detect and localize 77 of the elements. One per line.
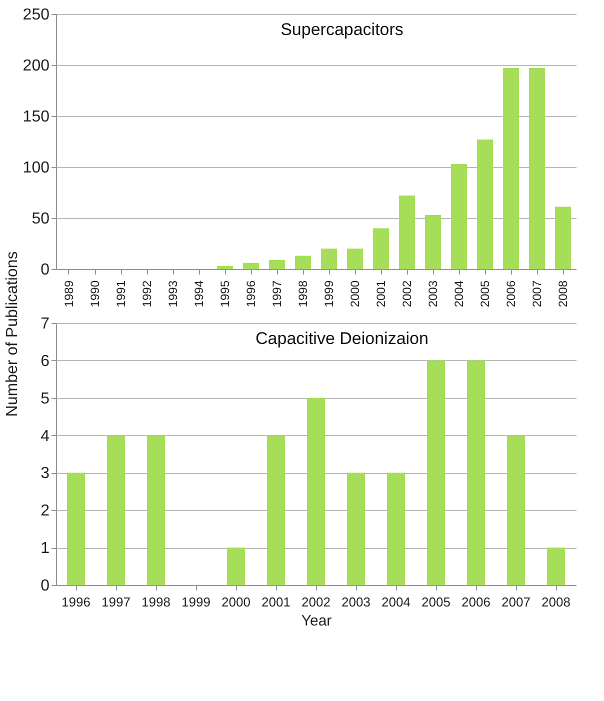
x-tick-label: 1993 (166, 280, 180, 308)
y-tick-label: 150 (22, 108, 50, 126)
bar (554, 206, 572, 269)
bar (502, 68, 520, 269)
y-tick-label: 3 (40, 465, 50, 482)
chart-title: Capacitive Deionizaion (256, 329, 428, 348)
y-tick-label: 200 (22, 58, 50, 74)
x-tick-label: 2008 (556, 280, 570, 308)
x-tick-label: 2004 (452, 280, 466, 308)
x-tick-label: 2002 (302, 594, 330, 610)
bar (227, 548, 245, 585)
x-tick-label: 2003 (342, 594, 370, 610)
y-tick-label: 250 (22, 6, 50, 24)
bar (346, 248, 364, 269)
x-tick-label: 2004 (382, 594, 410, 610)
x-tick-label: 1989 (62, 280, 76, 308)
y-tick-label: 7 (40, 316, 50, 332)
x-tick-label: 1998 (296, 280, 310, 308)
bar (547, 548, 565, 585)
bar (147, 435, 165, 585)
y-tick-label: 0 (40, 578, 50, 594)
bar (294, 256, 312, 269)
x-tick-label: 1999 (322, 280, 336, 308)
x-tick-label: 2005 (478, 280, 492, 308)
x-tick-label: 1991 (114, 280, 128, 308)
x-tick-label: 2000 (222, 594, 250, 610)
x-tick-label: 2005 (422, 594, 450, 610)
chart-title: Supercapacitors (280, 20, 404, 39)
bar (307, 398, 325, 585)
bar (450, 164, 468, 269)
x-tick-label: 2006 (504, 280, 518, 308)
y-tick-label: 2 (40, 502, 50, 520)
bar (216, 266, 234, 269)
bar (320, 248, 338, 269)
x-tick-label: 1994 (192, 280, 206, 308)
x-tick-label: 1997 (270, 280, 284, 308)
bar (387, 472, 405, 585)
x-tick-label: 1997 (102, 594, 130, 610)
x-tick-label: 1992 (140, 280, 154, 308)
bar (67, 472, 85, 585)
y-tick-label: 1 (40, 540, 50, 558)
bar (398, 196, 416, 269)
x-tick-label: 1996 (244, 280, 258, 308)
x-tick-label: 2007 (530, 280, 544, 308)
bar (347, 472, 365, 585)
bar (242, 262, 260, 269)
x-tick-label: 1995 (218, 280, 232, 308)
bar (528, 68, 546, 269)
x-tick-label: 2001 (374, 280, 388, 308)
bar (107, 435, 125, 585)
bar (424, 214, 442, 269)
x-axis-title: Year (301, 612, 332, 630)
x-tick-label: 1998 (142, 594, 170, 610)
y-tick-label: 0 (40, 262, 50, 278)
bar (427, 360, 445, 585)
x-tick-label: 2003 (426, 280, 440, 308)
bar (476, 139, 494, 269)
y-tick-label: 50 (32, 210, 50, 228)
bar (467, 360, 485, 585)
bar (372, 228, 390, 269)
y-tick-label: 100 (22, 160, 50, 176)
y-tick-label: 5 (40, 390, 50, 408)
x-tick-label: 2007 (502, 594, 530, 610)
bar (268, 260, 286, 269)
y-axis-title: Number of Publications (4, 251, 21, 417)
y-tick-label: 4 (40, 428, 50, 445)
x-tick-label: 2000 (348, 280, 362, 308)
x-tick-label: 2006 (462, 594, 490, 610)
x-tick-label: 1990 (88, 280, 102, 308)
x-tick-label: 1996 (62, 594, 90, 610)
x-tick-label: 2008 (542, 594, 570, 610)
y-tick-label: 6 (40, 352, 50, 370)
bar (267, 435, 285, 585)
x-tick-label: 2002 (400, 280, 414, 308)
x-tick-label: 2001 (262, 594, 290, 610)
x-tick-label: 1999 (182, 594, 210, 610)
bar (507, 435, 525, 585)
